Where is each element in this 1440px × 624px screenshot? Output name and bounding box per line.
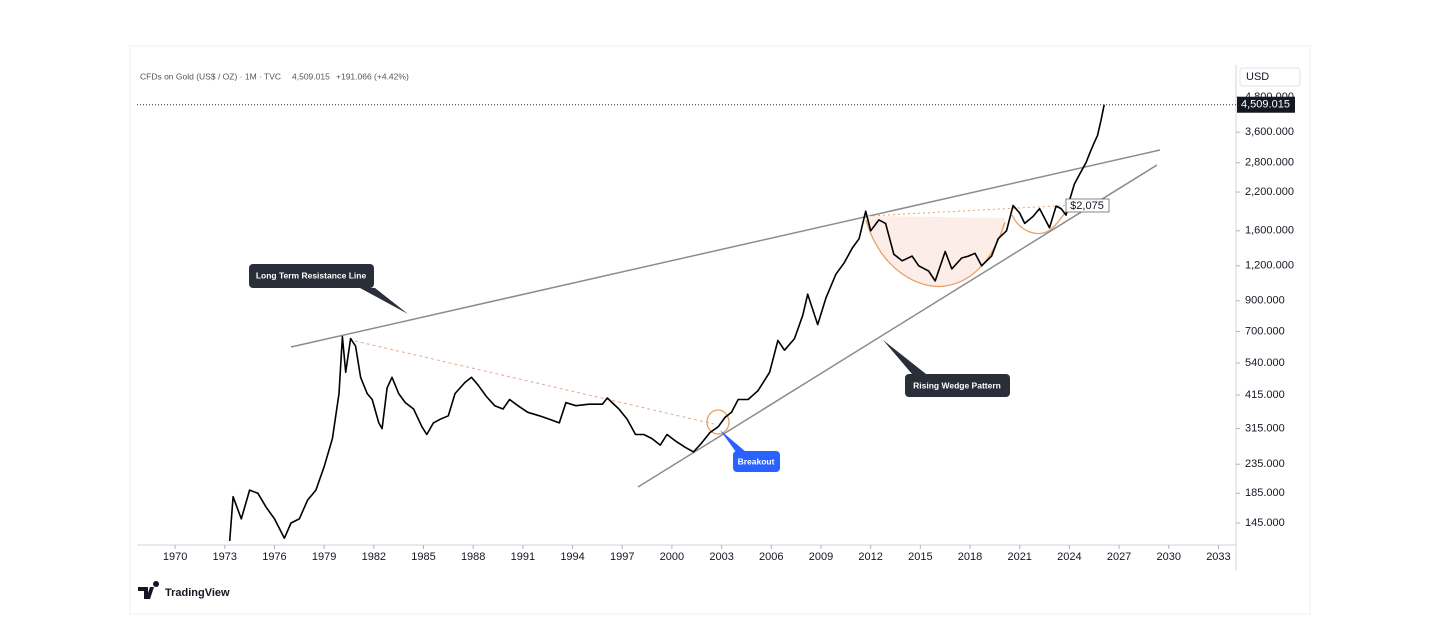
- tick-layer: 145.000 185.000 235.000 315.000 415.000 540.0…: [163, 91, 1294, 563]
- wedge-label: Rising Wedge Pattern: [913, 380, 1001, 390]
- y-tick-label: 2,800.000: [1245, 157, 1294, 169]
- x-tick-label: 2000: [660, 551, 684, 563]
- callout-box: [249, 264, 374, 288]
- y-tick-label: 2,200.000: [1245, 186, 1294, 198]
- x-tick-label: 2006: [759, 551, 783, 563]
- x-tick-label: 1985: [411, 551, 435, 563]
- symbol-label: CFDs on Gold (US$ / OZ) · 1M · TVC: [140, 71, 281, 81]
- callout-pointer: [720, 430, 746, 452]
- brand-name: TradingView: [165, 587, 230, 599]
- x-tick-label: 2024: [1057, 551, 1081, 563]
- callout-box: [733, 451, 780, 472]
- breakout-label: Breakout: [738, 456, 775, 466]
- price-line: [228, 104, 1105, 542]
- y-tick-label: 185.000: [1245, 487, 1285, 499]
- x-tick-label: 2021: [1007, 551, 1031, 563]
- currency-box: [1239, 67, 1301, 87]
- x-tick-label: 2033: [1206, 551, 1230, 563]
- chart-card: [129, 45, 1311, 615]
- y-tick-label: 3,600.000: [1245, 126, 1294, 138]
- x-tick-label: 1973: [213, 551, 237, 563]
- x-tick-label: 2009: [809, 551, 833, 563]
- resistance-line: [290, 149, 1161, 348]
- callout-pointer: [360, 288, 408, 314]
- y-tick-label: 235.000: [1245, 458, 1285, 470]
- x-tick-label: 2030: [1157, 551, 1181, 563]
- currency-label: USD: [1246, 71, 1269, 83]
- series-layer: 4,509.015: [137, 96, 1295, 542]
- last-price-label: 4,509.015: [1241, 99, 1290, 111]
- x-tick-label: 1994: [560, 551, 584, 563]
- x-tick-label: 2015: [908, 551, 932, 563]
- x-tick-label: 1991: [511, 551, 535, 563]
- x-tick-label: 2018: [958, 551, 982, 563]
- callout-pointer: [883, 340, 926, 374]
- x-tick-label: 1976: [262, 551, 286, 563]
- y-tick-label: 315.000: [1245, 422, 1285, 434]
- last-price-box: [1237, 96, 1295, 113]
- y-tick-label: 145.000: [1245, 517, 1285, 529]
- handle-arc: [1011, 211, 1067, 235]
- breakout-dash: [354, 340, 715, 425]
- x-tick-label: 1970: [163, 551, 187, 563]
- last-price-header: 4,509.015: [292, 71, 330, 81]
- x-tick-label: 2012: [858, 551, 882, 563]
- change-label: +191.066 (+4.42%): [336, 71, 409, 81]
- cup-fill: [866, 216, 1005, 287]
- x-tick-label: 2003: [709, 551, 733, 563]
- wedge-line: [637, 164, 1158, 488]
- cup-arc: [865, 219, 1006, 288]
- y-tick-label: 900.000: [1245, 295, 1285, 307]
- level-box: [1065, 198, 1110, 213]
- y-tick-label: 1,200.000: [1245, 260, 1294, 272]
- y-tick-label: 1,600.000: [1245, 225, 1294, 237]
- breakout-circle: [706, 409, 730, 435]
- x-tick-label: 1988: [461, 551, 485, 563]
- y-tick-label: 700.000: [1245, 325, 1285, 337]
- x-tick-label: 2027: [1107, 551, 1131, 563]
- y-tick-label: 540.000: [1245, 357, 1285, 369]
- x-tick-label: 1982: [362, 551, 386, 563]
- x-tick-label: 1979: [312, 551, 336, 563]
- brand-logo: [138, 581, 160, 599]
- level-label: $2,075: [1070, 200, 1104, 212]
- resistance-label: Long Term Resistance Line: [256, 270, 367, 280]
- callout-box: [905, 374, 1010, 397]
- y-tick-label: 415.000: [1245, 389, 1285, 401]
- x-tick-label: 1997: [610, 551, 634, 563]
